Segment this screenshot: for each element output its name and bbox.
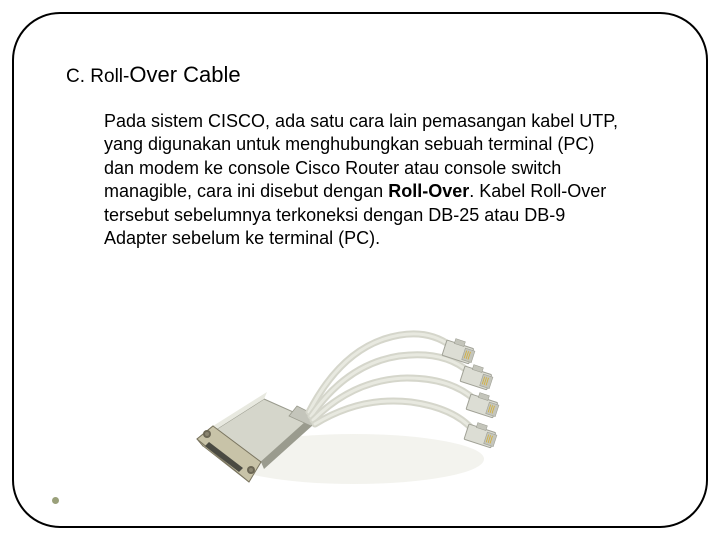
slide-frame: C. Roll-Over Cable Pada sistem CISCO, ad… — [12, 12, 708, 528]
slide-heading: C. Roll-Over Cable — [66, 62, 654, 88]
paragraph-bold: Roll-Over — [388, 181, 469, 201]
bullet-indicator — [52, 497, 59, 504]
heading-prefix: C. Roll- — [66, 66, 129, 87]
rj45-connectors — [442, 336, 501, 448]
heading-main: Over Cable — [129, 62, 240, 87]
rollover-cable-illustration — [189, 304, 509, 494]
body-paragraph: Pada sistem CISCO, ada satu cara lain pe… — [66, 110, 626, 250]
